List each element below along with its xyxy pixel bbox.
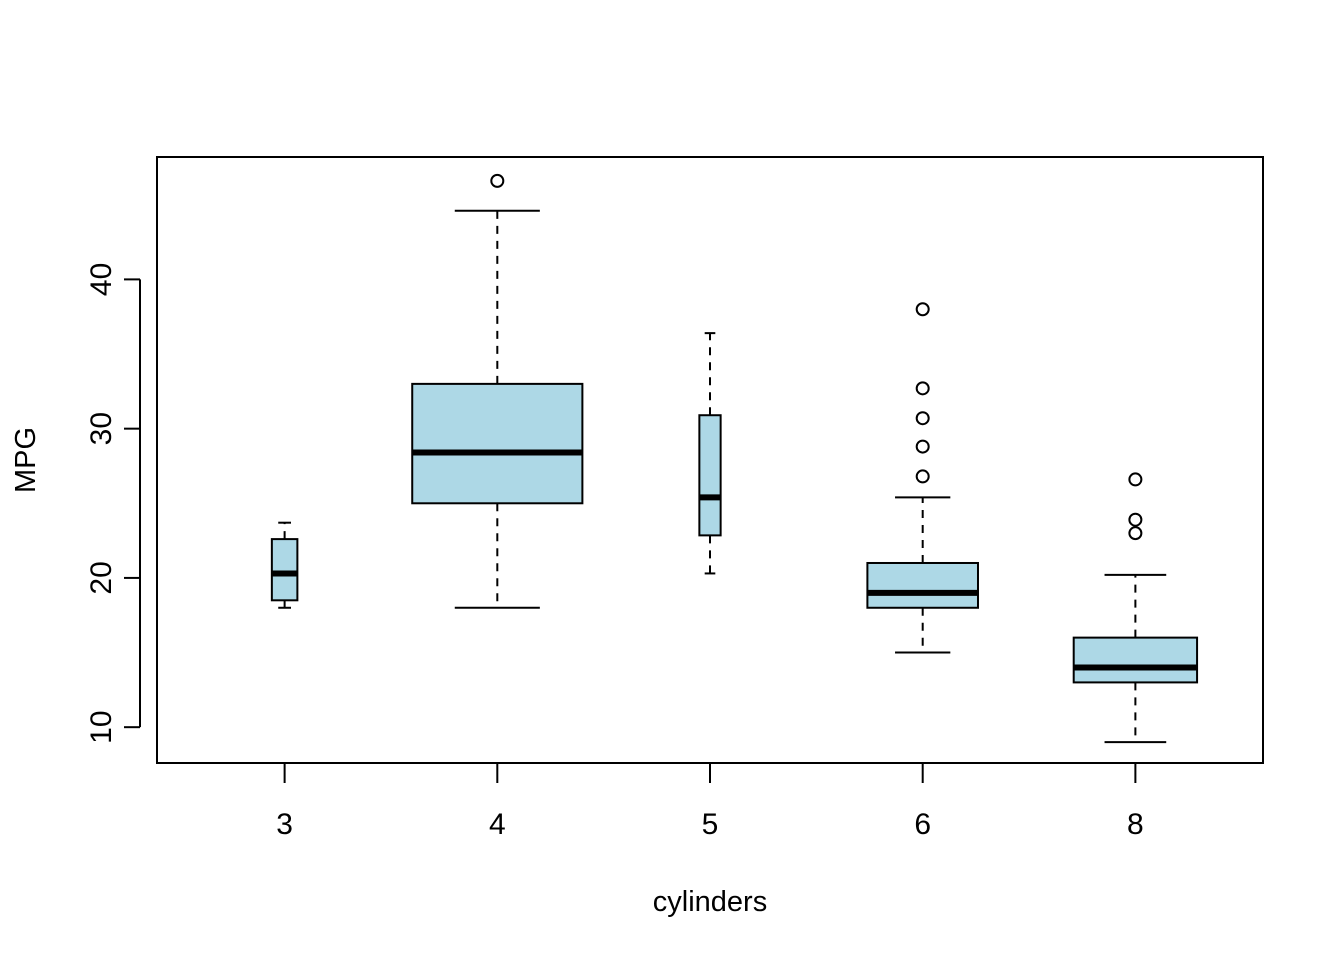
- box-iqr: [411, 382, 584, 505]
- y-tick-label: 10: [85, 710, 118, 743]
- x-axis: 3 4 5 6 8: [276, 762, 1144, 841]
- box-iqr: [270, 538, 299, 602]
- outlier-point: [1128, 512, 1143, 527]
- outlier-point: [915, 469, 930, 484]
- box-iqr: [698, 414, 722, 537]
- box-group-6: [866, 302, 979, 654]
- box-iqr: [1072, 636, 1199, 684]
- box-iqr: [866, 561, 979, 609]
- y-tick-label: 30: [85, 412, 118, 445]
- x-tick-label: 4: [489, 808, 506, 841]
- y-axis: 10 20 30 40: [85, 263, 141, 744]
- y-tick-label: 40: [85, 263, 118, 296]
- box-group-4: [411, 173, 584, 609]
- x-tick-label: 6: [914, 808, 931, 841]
- y-axis-title: MPG: [10, 427, 42, 493]
- x-tick-label: 5: [702, 808, 719, 841]
- x-tick-label: 8: [1127, 808, 1144, 841]
- outlier-point: [1128, 526, 1143, 541]
- y-tick-label: 20: [85, 561, 118, 594]
- outlier-point: [490, 173, 505, 188]
- outlier-point: [915, 381, 930, 396]
- boxes-layer: [270, 173, 1199, 744]
- outlier-point: [915, 411, 930, 426]
- outlier-point: [915, 302, 930, 317]
- box-group-5: [698, 332, 722, 575]
- box-group-3: [270, 521, 299, 609]
- box-group-8: [1072, 472, 1199, 744]
- x-axis-title: cylinders: [653, 886, 767, 918]
- x-tick-label: 3: [276, 808, 293, 841]
- outlier-point: [1128, 472, 1143, 487]
- outlier-point: [915, 439, 930, 454]
